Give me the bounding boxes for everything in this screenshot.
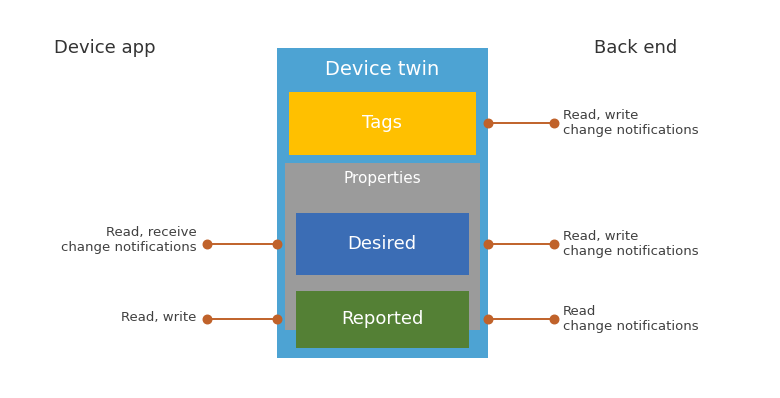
Bar — [296, 213, 469, 275]
Text: Device twin: Device twin — [325, 60, 439, 79]
Text: Read, write: Read, write — [121, 311, 197, 324]
Bar — [285, 163, 480, 330]
Point — [481, 316, 494, 322]
Bar — [289, 92, 476, 155]
Point — [548, 120, 560, 127]
Bar — [277, 48, 488, 358]
Point — [271, 316, 283, 322]
Point — [200, 316, 213, 322]
Text: Read, receive
change notifications: Read, receive change notifications — [61, 226, 197, 254]
Point — [548, 240, 560, 247]
Bar — [296, 291, 469, 348]
Point — [481, 120, 494, 127]
Text: Read, write
change notifications: Read, write change notifications — [563, 230, 699, 258]
Text: Device app: Device app — [55, 39, 156, 57]
Point — [481, 240, 494, 247]
Point — [200, 240, 213, 247]
Text: Read
change notifications: Read change notifications — [563, 305, 699, 333]
Text: Read, write
change notifications: Read, write change notifications — [563, 109, 699, 137]
Text: Back end: Back end — [594, 39, 677, 57]
Text: Properties: Properties — [343, 171, 421, 186]
Text: Desired: Desired — [348, 235, 417, 253]
Point — [271, 240, 283, 247]
Point — [548, 316, 560, 322]
Text: Tags: Tags — [362, 114, 402, 133]
Text: Reported: Reported — [341, 310, 424, 328]
